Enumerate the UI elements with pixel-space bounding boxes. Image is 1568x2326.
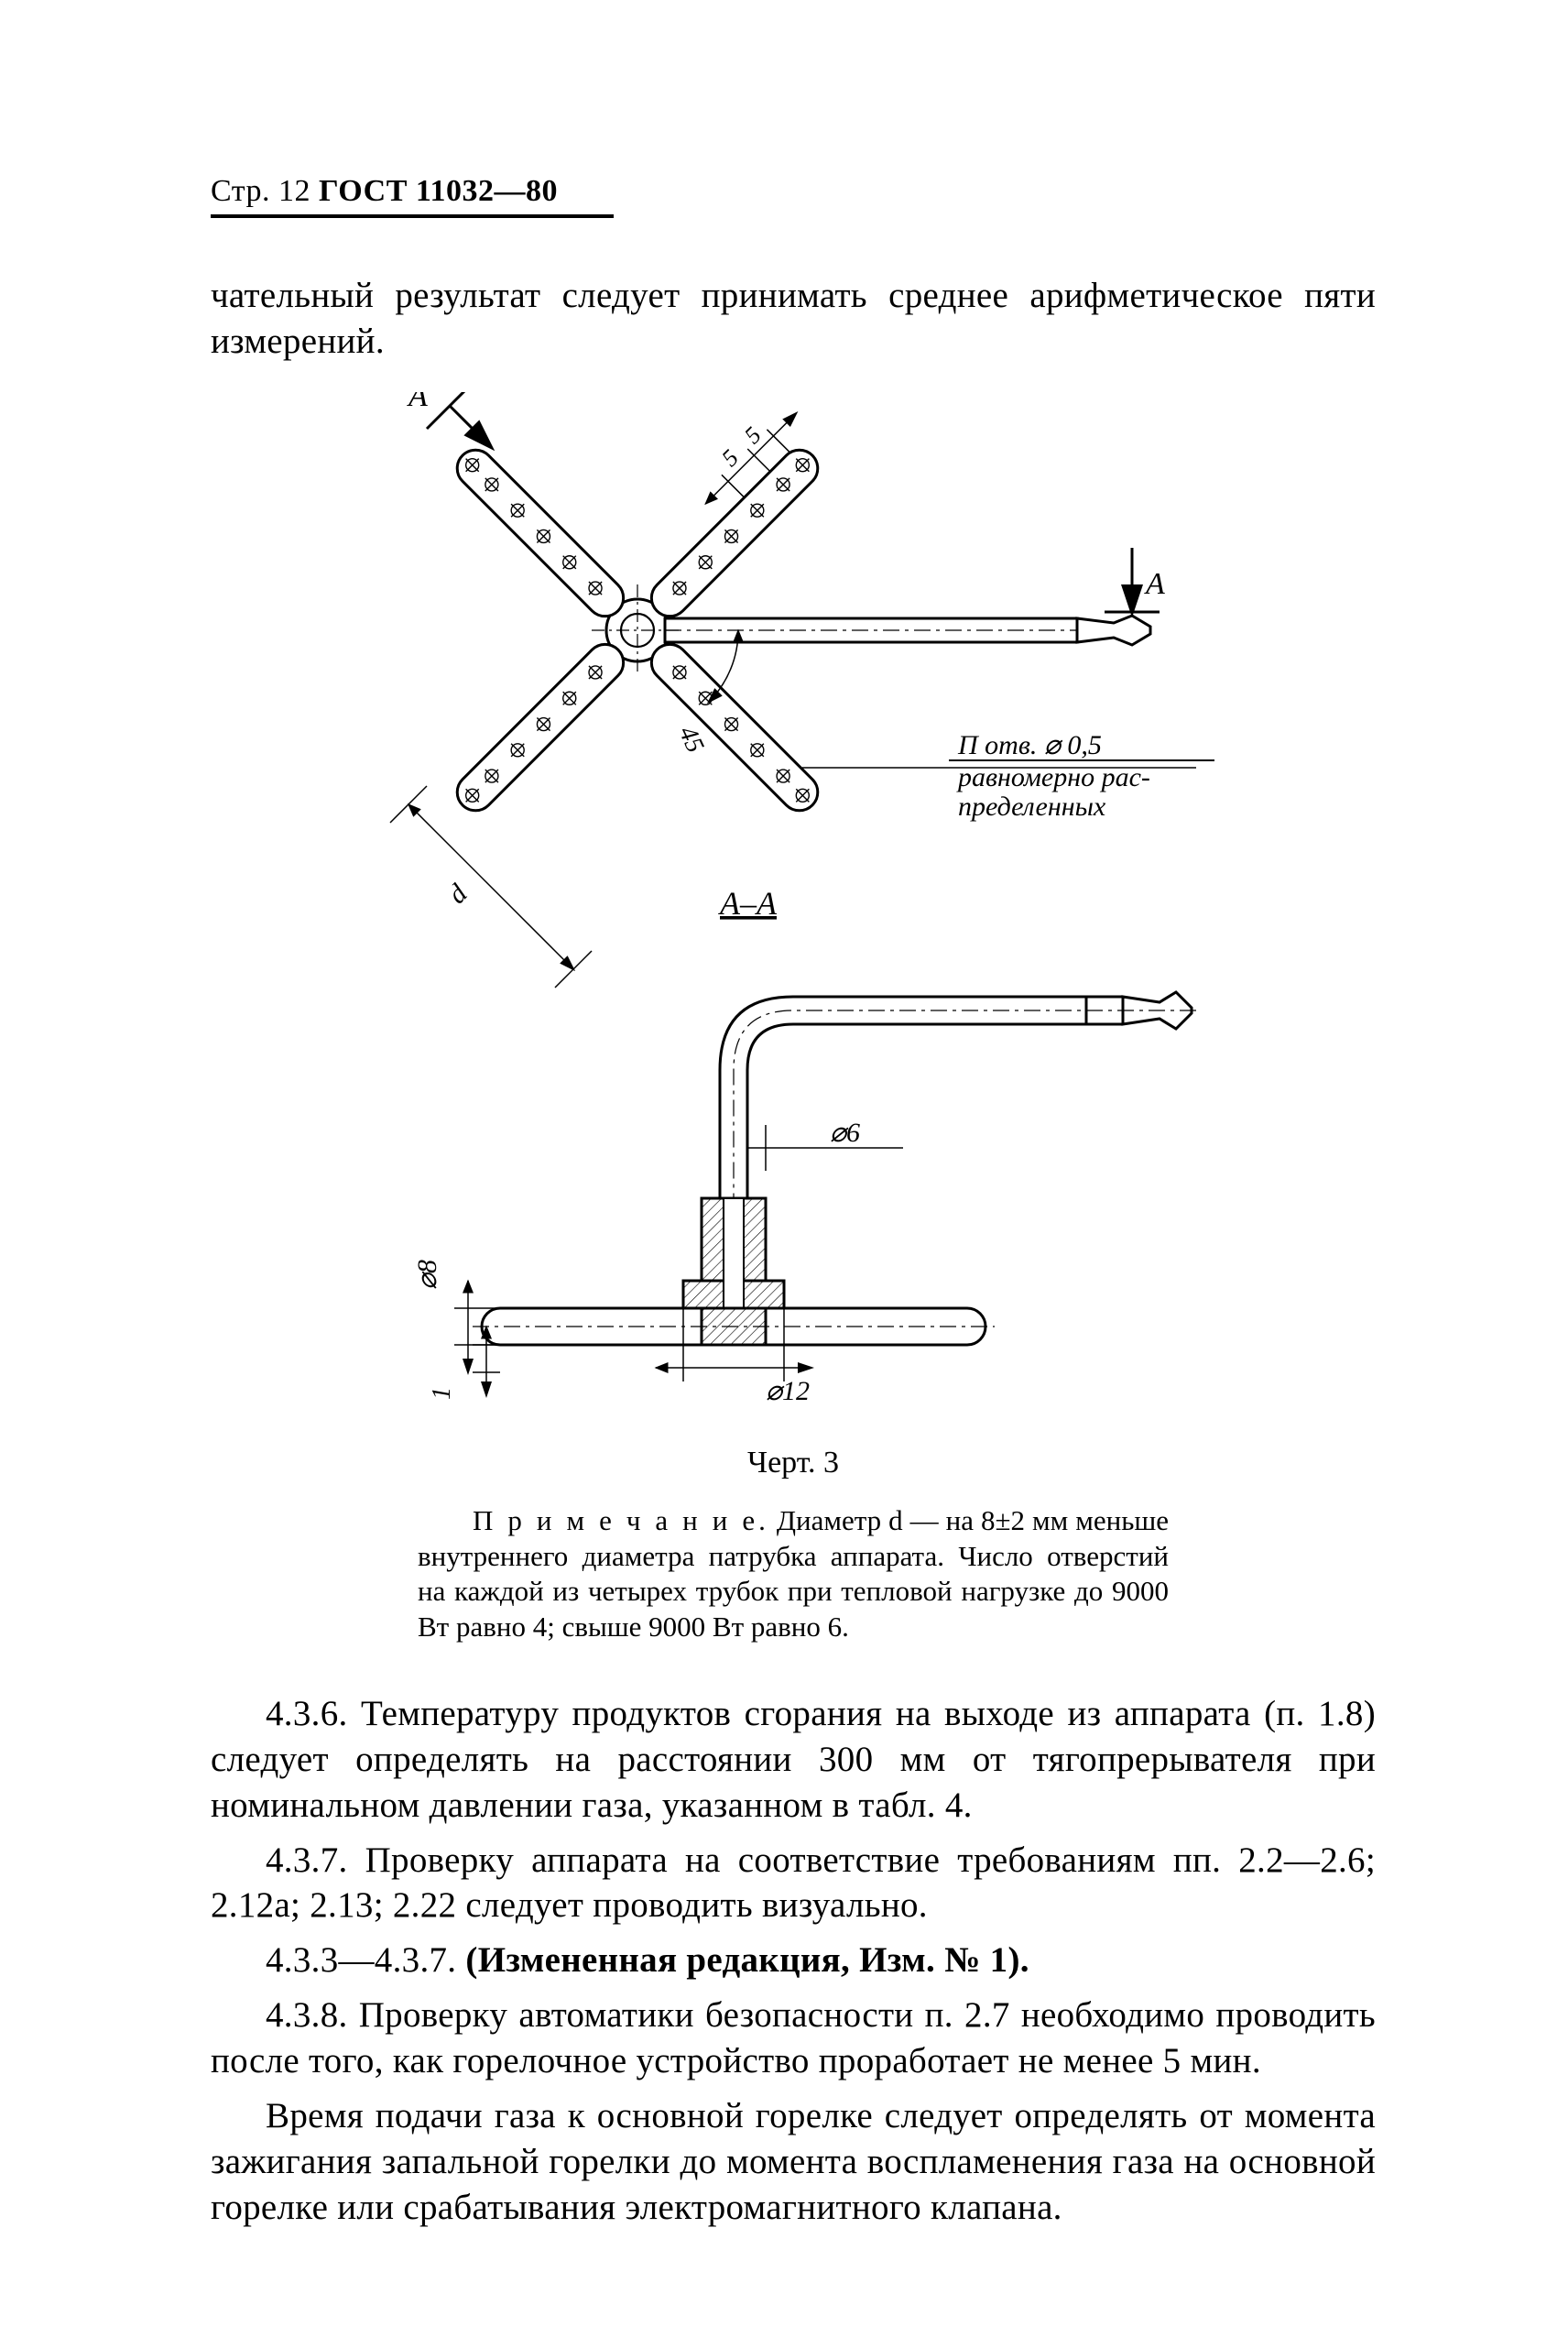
callout-line1: П отв. ⌀ 0,5 [957, 730, 1102, 760]
para-last: Время подачи газа к основной горелке сле… [211, 2093, 1376, 2231]
figure-section-view: ⌀6 ⌀8 1 [412, 992, 1196, 1406]
figure-3-svg: d 45 5 5 [335, 392, 1251, 1427]
angle-45-label: 45 [673, 722, 710, 757]
para-4-3-8: 4.3.8. Проверку автоматики безопасности … [211, 1993, 1376, 2084]
header-underline [211, 214, 614, 218]
figure-note: П р и м е ч а н и е. Диаметр d — на 8±2 … [418, 1503, 1169, 1645]
note-lead: П р и м е ч а н и е. [418, 1504, 769, 1536]
figure-3: d 45 5 5 [211, 392, 1376, 1673]
para-433-437-lead: 4.3.3—4.3.7. [266, 1940, 465, 1980]
dim-dia12: ⌀12 [766, 1376, 810, 1406]
dim-s1-label: 5 [716, 444, 744, 472]
para-433-437-bold: (Измененная редакция, Изм. № 1). [465, 1940, 1029, 1980]
intro-paragraph: чательный результат следует принимать ср… [211, 273, 1376, 365]
document-page: Стр. 12 ГОСТ 11032—80 чательный результа… [0, 0, 1568, 2326]
standard-code: ГОСТ 11032—80 [319, 174, 558, 208]
callout-line2: равномерно рас- [956, 762, 1150, 792]
figure-caption: Черт. 3 [747, 1446, 839, 1480]
dim-d-label: d [442, 878, 474, 910]
page-header: Стр. 12 ГОСТ 11032—80 [211, 174, 1376, 209]
section-label: А–А [718, 885, 778, 922]
para-4-3-7: 4.3.7. Проверку аппарата на соответствие… [211, 1838, 1376, 1929]
dim-dia6: ⌀6 [830, 1118, 860, 1148]
callout-line3: пределенных [958, 792, 1106, 822]
dim-1: 1 [428, 1387, 456, 1400]
para-4-3-6: 4.3.6. Температуру продуктов сгорания на… [211, 1691, 1376, 1829]
dim-dia8: ⌀8 [412, 1260, 442, 1290]
section-A-right: A [1144, 567, 1165, 601]
section-A-left: A [407, 392, 428, 413]
intro-text: чательный результат следует принимать ср… [211, 273, 1376, 365]
dim-s2-label: 5 [739, 421, 767, 449]
para-4-3-3-4-3-7: 4.3.3—4.3.7. (Измененная редакция, Изм. … [211, 1938, 1376, 1983]
page-number: Стр. 12 [211, 174, 310, 208]
figure-top-view: d 45 5 5 [390, 392, 1214, 988]
body-paragraphs: 4.3.6. Температуру продуктов сгорания на… [211, 1691, 1376, 2231]
